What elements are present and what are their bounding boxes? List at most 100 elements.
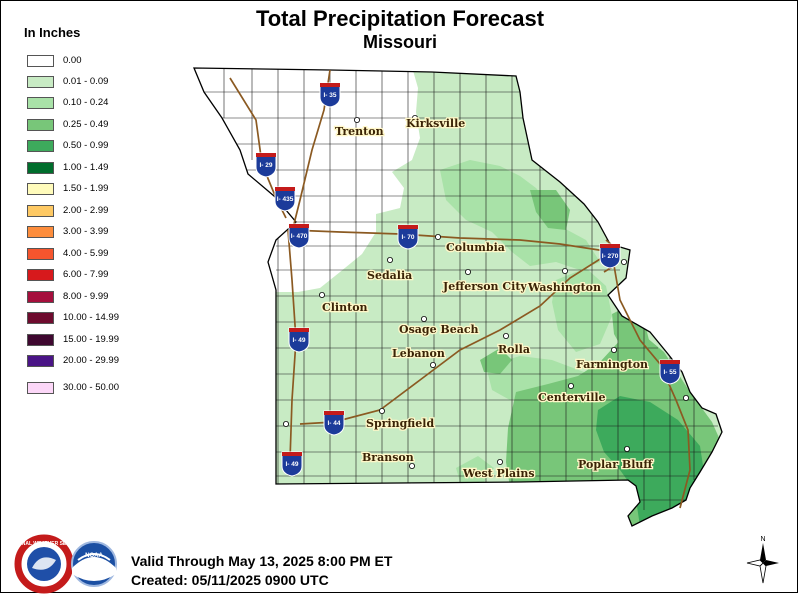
north-arrow-label: N — [760, 536, 765, 543]
city-label: Kirksville — [406, 117, 465, 130]
city-label: Farmington — [576, 358, 648, 371]
legend-item: 0.50 - 0.99 — [27, 139, 108, 152]
legend-item: 2.00 - 2.99 — [27, 204, 108, 217]
city-label: Jefferson City — [442, 280, 527, 293]
interstate-shield-label: I- 35 — [323, 92, 336, 99]
interstate-shield: I- 29 — [255, 152, 277, 178]
interstate-shield: I- 270 — [599, 243, 621, 269]
legend-title: In Inches — [24, 25, 81, 40]
legend-item: 10.00 - 14.99 — [27, 311, 119, 324]
interstate-shield-label: I- 49 — [285, 461, 298, 468]
legend-item: 1.50 - 1.99 — [27, 182, 108, 195]
interstate-shield: I- 35 — [319, 82, 341, 108]
city-dot — [611, 346, 618, 353]
city-label: Columbia — [446, 241, 505, 254]
legend-label: 30.00 - 50.00 — [63, 382, 119, 393]
map-title: Total Precipitation Forecast — [255, 6, 545, 31]
legend-swatch — [27, 75, 54, 88]
city-dot — [386, 256, 393, 263]
interstate-shield-label: I- 29 — [259, 162, 272, 169]
legend-swatch — [27, 204, 54, 217]
noaa-logo: NOAA — [71, 541, 117, 587]
legend-swatch — [27, 247, 54, 260]
interstate-44-line — [299, 253, 609, 425]
legend-label: 6.00 - 7.99 — [63, 269, 109, 280]
legend-item: 15.00 - 19.99 — [27, 333, 119, 346]
legend-label: 4.00 - 5.99 — [63, 248, 109, 259]
interstate-shields: I- 35 I- 29 I- 435 I- 470 I- 70 I- 270 I… — [255, 82, 681, 477]
city-dot — [683, 394, 690, 401]
city-dot — [429, 361, 436, 368]
city-dot — [282, 420, 289, 427]
interstate-shield-label: I- 44 — [327, 420, 340, 427]
interstate-shield-label: I- 55 — [663, 369, 676, 376]
city-label: West Plains — [462, 467, 535, 480]
legend-item: 0.25 - 0.49 — [27, 118, 108, 131]
interstate-shield: I- 470 — [288, 223, 310, 249]
interstate-shield: I- 70 — [397, 224, 419, 250]
legend-item: 0.10 - 0.24 — [27, 96, 108, 109]
legend-swatch — [27, 54, 54, 67]
state-outline — [193, 67, 723, 527]
county-boundaries — [194, 68, 718, 510]
interstate-shield: I- 44 — [323, 410, 345, 436]
legend-swatch — [27, 225, 54, 238]
nws-logo: NATIONAL WEATHER SERVICE — [7, 534, 83, 594]
legend-label: 20.00 - 29.99 — [63, 355, 119, 366]
legend-swatch — [27, 139, 54, 152]
legend-swatch — [27, 333, 54, 346]
city-markers: Trenton Kirksville Columbia Sedalia Jeff… — [282, 115, 690, 481]
legend-swatch — [27, 381, 54, 394]
interstate-70-line — [289, 229, 613, 253]
city-label: Rolla — [498, 343, 530, 356]
city-dot — [502, 332, 509, 339]
noaa-logo-text: NOAA — [85, 553, 103, 559]
created-text: Created: 05/11/2025 0900 UTC — [131, 572, 329, 588]
legend-label: 8.00 - 9.99 — [63, 291, 109, 302]
city-label: Branson — [362, 451, 414, 464]
legend-swatch — [27, 268, 54, 281]
city-dot — [562, 267, 569, 274]
legend-item: 0.00 — [27, 54, 82, 67]
legend-swatch — [27, 311, 54, 324]
legend-label: 0.01 - 0.09 — [63, 76, 109, 87]
city-dot — [464, 268, 471, 275]
legend-label: 3.00 - 3.99 — [63, 226, 109, 237]
city-label: Clinton — [322, 301, 368, 314]
city-dot — [353, 117, 360, 124]
legend-label: 1.50 - 1.99 — [63, 183, 109, 194]
legend-label: 0.00 — [63, 55, 82, 66]
legend-label: 0.10 - 0.24 — [63, 97, 109, 108]
city-label: Sedalia — [367, 269, 412, 282]
interstate-shield-label: I- 49 — [292, 337, 305, 344]
legend-item: 6.00 - 7.99 — [27, 268, 108, 281]
city-label: Osage Beach — [399, 323, 479, 336]
interstate-shield-label: I- 270 — [602, 253, 619, 260]
legend-item: 20.00 - 29.99 — [27, 354, 119, 367]
city-label: Trenton — [335, 125, 384, 138]
precip-zone-3 — [480, 348, 512, 374]
legend-swatch — [27, 96, 54, 109]
interstate-shield: I- 49 — [281, 451, 303, 477]
city-dot — [621, 258, 628, 265]
legend-swatch — [27, 161, 54, 174]
legend-swatch — [27, 290, 54, 303]
legend-label: 0.25 - 0.49 — [63, 119, 109, 130]
interstate-shield-label: I- 470 — [291, 233, 308, 240]
precip-zone-4 — [596, 396, 704, 526]
interstate-shield: I- 49 — [288, 327, 310, 353]
interstate-shield-label: I- 70 — [401, 234, 414, 241]
legend-item: 0.01 - 0.09 — [27, 75, 108, 88]
city-label: Lebanon — [392, 347, 445, 360]
nws-logo-text: NATIONAL WEATHER SERVICE — [7, 541, 83, 547]
city-dot — [378, 407, 385, 414]
interstate-shield-label: I- 435 — [277, 196, 294, 203]
legend-item: 1.00 - 1.49 — [27, 161, 108, 174]
interstate-shield: I- 435 — [274, 186, 296, 212]
legend-item: 8.00 - 9.99 — [27, 290, 108, 303]
city-dot — [434, 233, 441, 240]
legend-label: 1.00 - 1.49 — [63, 162, 109, 173]
valid-through-text: Valid Through May 13, 2025 8:00 PM ET — [131, 553, 393, 569]
legend-label: 2.00 - 2.99 — [63, 205, 109, 216]
city-dot — [568, 382, 575, 389]
